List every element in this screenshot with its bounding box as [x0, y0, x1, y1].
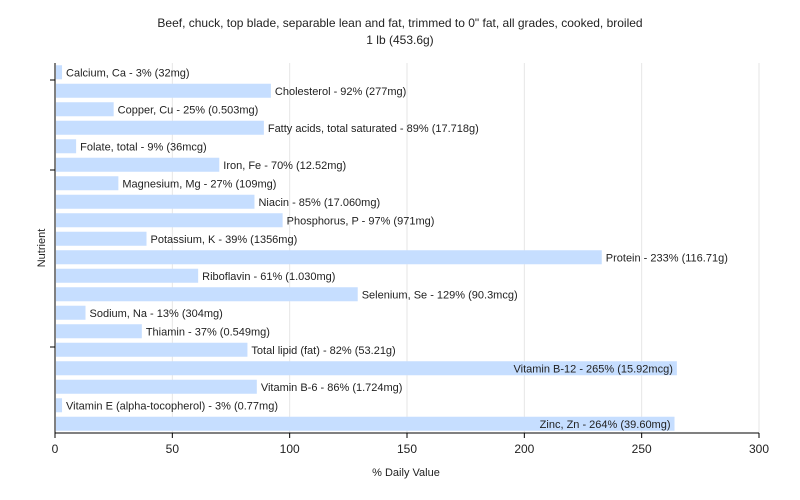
bar-label: Zinc, Zn - 264% (39.60mg) [540, 419, 671, 431]
bar-label: Potassium, K - 39% (1356mg) [151, 234, 298, 246]
bar-label: Fatty acids, total saturated - 89% (17.7… [268, 123, 479, 135]
bar-label: Vitamin B-12 - 265% (15.92mcg) [513, 363, 672, 375]
x-tick-label: 50 [166, 442, 180, 456]
x-tick-label: 150 [397, 442, 417, 456]
bar [56, 250, 602, 265]
y-axis-label: Nutrient [36, 229, 48, 268]
bar-label: Phosphorus, P - 97% (971mg) [287, 215, 435, 227]
axes-group: 0 50 100 150 200 250 300 [50, 63, 769, 456]
bar [56, 305, 86, 320]
bar [56, 120, 264, 135]
bar [56, 83, 271, 98]
bar [56, 213, 283, 228]
bar [56, 176, 119, 191]
bar [56, 361, 677, 376]
bar-label: Sodium, Na - 13% (304mg) [90, 308, 223, 320]
bar [56, 379, 257, 394]
x-tick-label: 200 [514, 442, 534, 456]
x-tick-label: 0 [52, 442, 59, 456]
bar-label: Iron, Fe - 70% (12.52mg) [223, 160, 346, 172]
grid-lines [171, 63, 760, 433]
bar [56, 102, 114, 117]
bar [56, 342, 248, 357]
bar-label: Cholesterol - 92% (277mg) [275, 86, 406, 98]
x-tick-label: 300 [749, 442, 769, 456]
bar [56, 287, 358, 302]
bar-label: Vitamin B-6 - 86% (1.724mg) [261, 382, 403, 394]
bar-label: Copper, Cu - 25% (0.503mg) [118, 104, 259, 116]
bar-label: Magnesium, Mg - 27% (109mg) [122, 178, 276, 190]
bar [56, 398, 63, 413]
x-tick-label: 250 [632, 442, 652, 456]
bar [56, 65, 63, 80]
bar-label: Total lipid (fat) - 82% (53.21g) [251, 345, 395, 357]
bar-label: Vitamin E (alpha-tocopherol) - 3% (0.77m… [66, 400, 278, 412]
bar-label: Niacin - 85% (17.060mg) [258, 197, 380, 209]
bar [56, 324, 142, 339]
bar [56, 231, 147, 246]
bars-group: Calcium, Ca - 3% (32mg) Cholesterol - 92%… [56, 65, 728, 431]
chart-subtitle: 1 lb (453.6g) [366, 33, 433, 47]
chart-title: Beef, chuck, top blade, separable lean a… [157, 16, 642, 30]
bar-label: Folate, total - 9% (36mcg) [80, 141, 207, 153]
bar [56, 157, 220, 172]
bar [56, 139, 77, 154]
bar [56, 268, 199, 283]
bar [56, 416, 675, 431]
bar-label: Calcium, Ca - 3% (32mg) [66, 67, 189, 79]
bar-label: Protein - 233% (116.71g) [606, 252, 728, 264]
x-tick-label: 100 [280, 442, 300, 456]
bar [56, 194, 255, 209]
bar-label: Riboflavin - 61% (1.030mg) [202, 271, 335, 283]
bar-label: Thiamin - 37% (0.549mg) [146, 326, 270, 338]
bar-label: Selenium, Se - 129% (90.3mcg) [362, 289, 518, 301]
x-axis-label: % Daily Value [372, 467, 440, 479]
